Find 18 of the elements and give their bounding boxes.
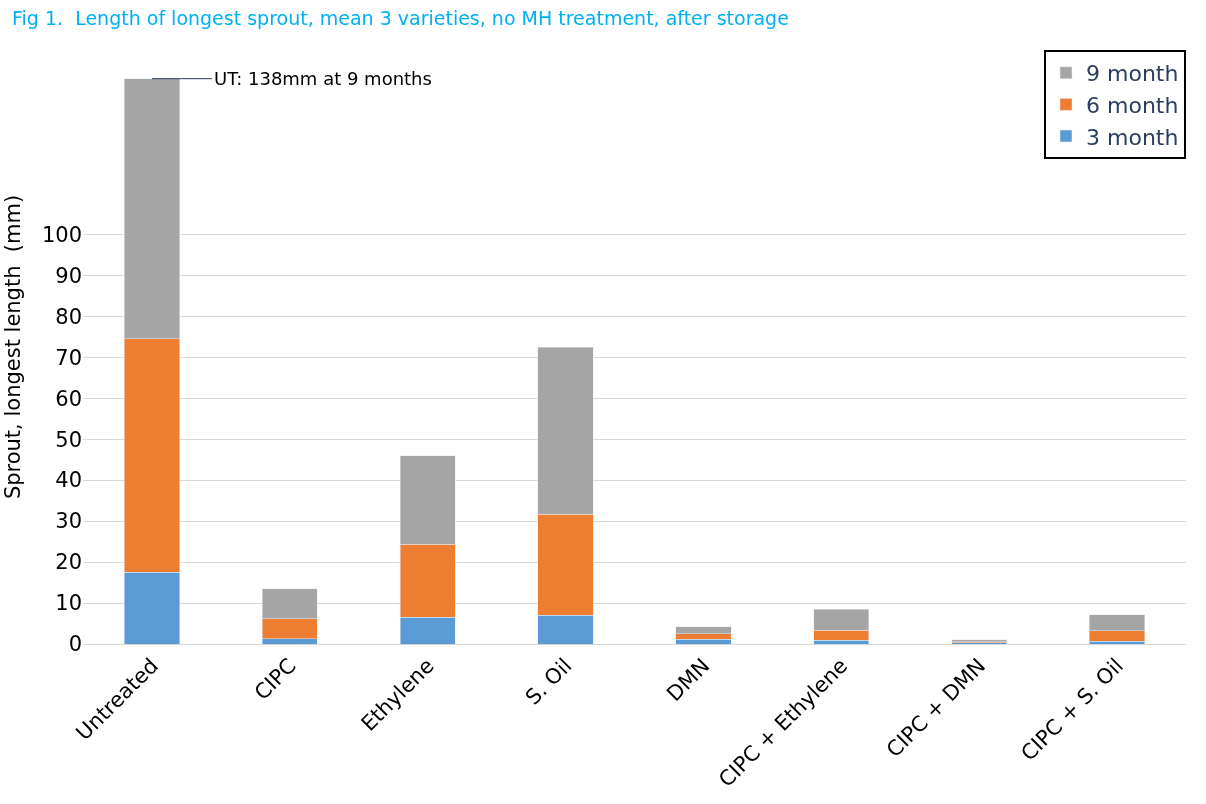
y-axis-title: Sprout, longest length (mm) [1,194,26,500]
y-tick-label: 90 [55,263,82,288]
y-tick-label: 40 [55,468,82,493]
y-tick-label: 30 [55,509,82,534]
y-tick-label: 80 [55,304,82,329]
y-tick-label: 20 [55,550,82,575]
y-tick-label: 50 [55,427,82,452]
chart-title: Fig 1. Length of longest sprout, mean 3 varieties, no MH treatment, after storage [12,7,789,30]
y-tick-label: 60 [55,386,82,411]
legend-label: 6 month [1086,92,1179,118]
legend-label: 3 month [1086,124,1179,150]
y-tick-label: 0 [68,632,82,657]
legend-label: 9 month [1086,61,1179,87]
y-tick-label: 70 [55,345,82,370]
x-tick-label: S. Oil [520,653,577,710]
y-tick-label: 10 [55,591,82,616]
y-tick-label: 100 [41,222,82,247]
annotation: UT: 138mm at 9 months [214,68,432,89]
